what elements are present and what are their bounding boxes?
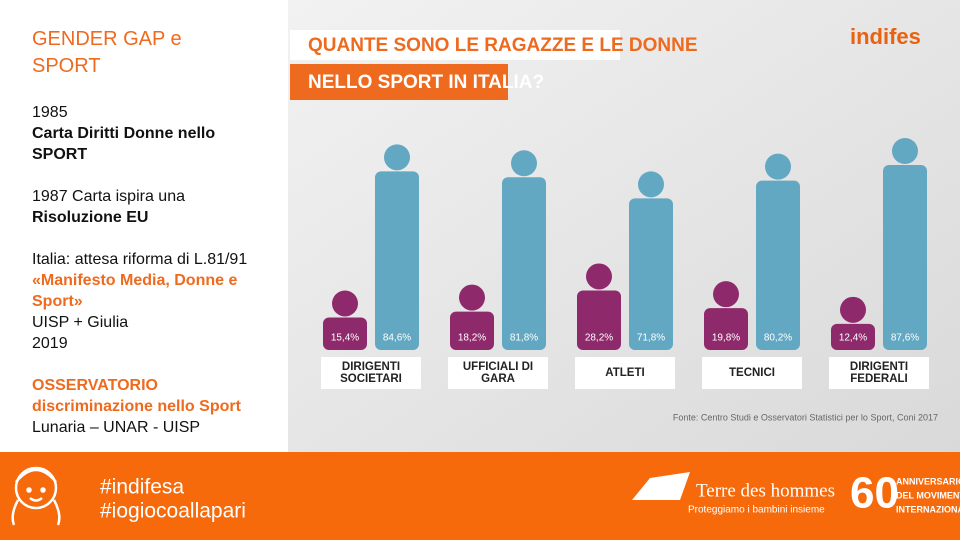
- text-segment: UISP + Giulia: [32, 314, 129, 331]
- text-segment: Lunaria – UNAR - UISP: [32, 419, 201, 436]
- text-segment: «Manifesto Media, Donne e Sport»: [32, 272, 238, 310]
- anniversary-number: 60: [850, 469, 899, 518]
- anniversary-line: INTERNAZIONALE: [896, 504, 960, 514]
- person-head: [384, 144, 410, 171]
- left-panel: GENDER GAP e SPORT 1985 Carta Diritti Do…: [32, 26, 272, 459]
- person-head: [892, 138, 918, 164]
- category-label: DIRIGENTI FEDERALI: [829, 357, 929, 389]
- value-label: 15,4%: [331, 333, 359, 344]
- text-segment: 1985: [32, 104, 68, 121]
- paragraph: Italia: attesa riforma di L.81/91 «Manife…: [32, 249, 272, 354]
- title-box: [290, 64, 508, 100]
- person-head: [511, 150, 537, 177]
- paragraph: OSSERVATORIO discriminazione nello Sport…: [32, 375, 272, 438]
- anniversary-line: ANNIVERSARIO: [896, 476, 960, 486]
- partner-name: Terre des hommes: [696, 480, 835, 501]
- value-label: 12,4%: [839, 333, 867, 344]
- value-label: 81,8%: [510, 333, 538, 344]
- category-label: ATLETI: [575, 357, 675, 389]
- text-segment: Italia: attesa riforma di L.81/91: [32, 251, 248, 268]
- hashtag: #iogiocoallapari: [100, 500, 246, 523]
- value-label: 28,2%: [585, 333, 613, 344]
- person-head: [332, 290, 358, 317]
- title-line: QUANTE SONO LE RAGAZZE E LE DONNE: [308, 35, 698, 56]
- text-segment: Carta Diritti Donne nello SPORT: [32, 125, 216, 163]
- bar: [450, 311, 494, 350]
- text-segment: 2019: [32, 335, 68, 352]
- text-segment: 1987 Carta ispira una: [32, 188, 185, 205]
- person-head: [765, 153, 791, 180]
- hashtag: #indifesa: [100, 476, 184, 499]
- category-label: UFFICIALI DI GARA: [448, 357, 548, 389]
- person-head: [713, 281, 739, 308]
- person-head: [840, 296, 866, 323]
- bar: [883, 165, 927, 350]
- partner-tagline: Proteggiamo i bambini insieme: [688, 505, 825, 516]
- logo: indifes: [850, 24, 921, 49]
- bar: [704, 308, 748, 350]
- source-note: Fonte: Centro Studi e Osservatori Statis…: [673, 412, 938, 422]
- bar: [756, 180, 800, 350]
- heading: GENDER GAP e SPORT: [32, 28, 182, 77]
- footer-bar: [0, 452, 960, 540]
- person-head: [459, 284, 485, 311]
- bar: [502, 177, 546, 350]
- paragraph: 1985 Carta Diritti Donne nello SPORT: [32, 102, 272, 165]
- text-segment: OSSERVATORIO discriminazione nello Sport: [32, 377, 241, 415]
- value-label: 87,6%: [891, 333, 919, 344]
- text-segment: Risoluzione EU: [32, 209, 149, 226]
- girl-icon: [11, 466, 61, 526]
- title-line: NELLO SPORT IN ITALIA?: [308, 72, 544, 93]
- partner-emblem: [632, 472, 690, 500]
- value-label: 80,2%: [764, 333, 792, 344]
- title-box: [290, 30, 620, 60]
- value-label: 84,6%: [383, 333, 411, 344]
- value-label: 71,8%: [637, 333, 665, 344]
- paragraph: 1987 Carta ispira una Risoluzione EU: [32, 186, 272, 228]
- bar: [375, 171, 419, 350]
- value-label: 19,8%: [712, 333, 740, 344]
- bar: [629, 198, 673, 350]
- category-label: DIRIGENTI SOCIETARI: [321, 357, 421, 389]
- bar: [831, 323, 875, 350]
- bar: [577, 290, 621, 350]
- person-head: [638, 171, 664, 198]
- person-head: [586, 263, 612, 290]
- value-label: 18,2%: [458, 333, 486, 344]
- category-label: TECNICI: [702, 357, 802, 389]
- anniversary-line: DEL MOVIMENTO: [896, 490, 960, 500]
- bar: [323, 317, 367, 350]
